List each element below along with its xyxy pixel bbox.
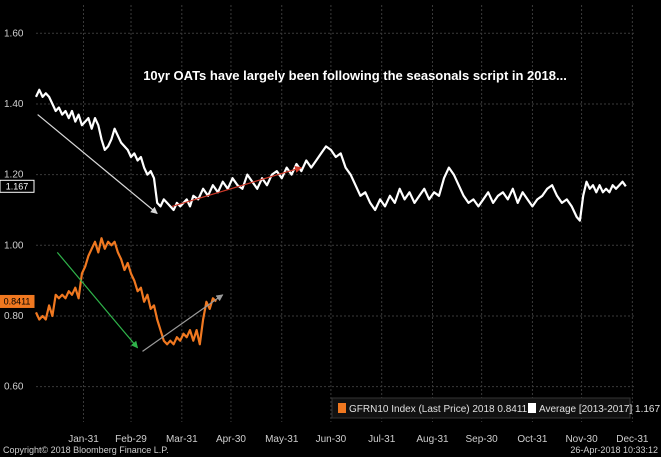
y-tick-label: 0.60: [4, 382, 24, 393]
annotation-arrow-2: [56, 251, 139, 349]
last-value-label-1: 1.167: [6, 181, 29, 191]
copyright-text: Copyright© 2018 Bloomberg Finance L.P.: [3, 445, 169, 455]
timestamp-text: 26-Apr-2018 10:33:12: [570, 445, 658, 455]
annotation-arrow-1: [171, 166, 303, 208]
y-tick-label: 1.00: [4, 240, 24, 251]
x-tick-label: Aug-31: [416, 434, 449, 445]
y-tick-label: 0.80: [4, 311, 24, 322]
legend: GFRN10 Index (Last Price) 2018 0.8411 Av…: [331, 397, 660, 419]
x-tick-label: Nov-30: [565, 434, 598, 445]
legend-entry-average: Average [2013-2017] 1.167: [539, 404, 660, 415]
last-value-tags: 0.8411 1.167: [0, 179, 35, 308]
x-tick-label: Feb-29: [115, 434, 147, 445]
last-value-tag-1: [0, 179, 35, 193]
legend-swatch-orange: [338, 403, 346, 413]
annotation-arrows: [37, 114, 303, 352]
y-tick-label: 1.60: [4, 28, 24, 39]
x-tick-label: Jul-31: [368, 434, 396, 445]
annotation-arrow-3: [142, 294, 224, 352]
x-tick-label: Mar-31: [166, 434, 198, 445]
y-tick-label: 1.20: [4, 170, 24, 181]
annotation-arrow-0: [37, 114, 158, 214]
x-tick-label: Sep-30: [466, 434, 499, 445]
x-tick-label: Oct-31: [517, 434, 547, 445]
legend-entry-gfrn10: GFRN10 Index (Last Price) 2018 0.8411: [349, 404, 528, 415]
y-tick-label: 1.40: [4, 99, 24, 110]
x-tick-label: Jan-31: [68, 434, 99, 445]
last-value-label-0: 0.8411: [4, 296, 31, 306]
series-group: [35, 88, 627, 346]
chart-annotation: 10yr OATs have largely been following th…: [143, 68, 567, 83]
x-tick-label: Jun-30: [316, 434, 347, 445]
x-axis: Jan-31 Feb-29 Mar-31 Apr-30 May-31 Jun-30 Jul-…: [68, 434, 649, 445]
legend-box: [331, 397, 631, 419]
y-axis: 1.60 1.40 1.20 1.00 0.80 0.60: [4, 28, 24, 392]
series-line-1: [35, 88, 627, 222]
last-value-tag-0: [0, 294, 35, 308]
x-tick-label: May-31: [265, 434, 299, 445]
x-tick-label: Apr-30: [216, 434, 246, 445]
legend-swatch-white: [528, 403, 536, 413]
x-tick-label: Dec-31: [616, 434, 649, 445]
series-line-0: [35, 237, 217, 346]
